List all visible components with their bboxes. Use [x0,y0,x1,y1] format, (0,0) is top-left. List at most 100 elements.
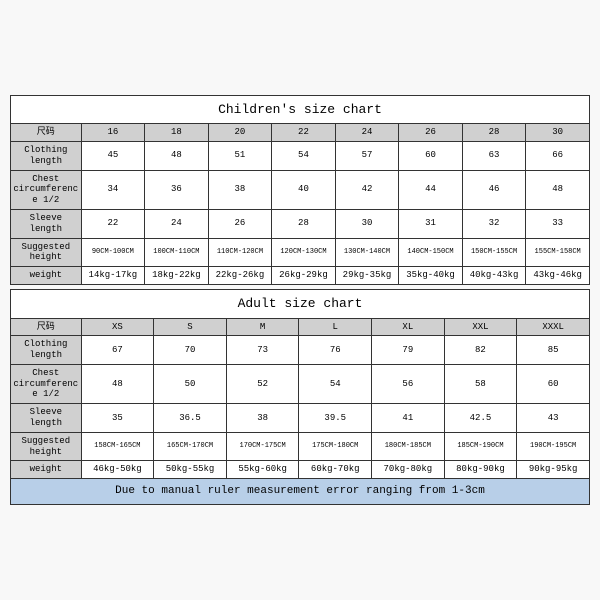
adult-cell: 38 [226,404,299,433]
adult-cell: 55kg-60kg [226,461,299,479]
children-cell: 155CM-158CM [526,238,590,267]
adult-header-7: XXXL [517,318,590,336]
adult-header-3: M [226,318,299,336]
adult-cell: 50 [154,364,227,403]
children-row: Suggested height90CM-100CM100CM-110CM110… [11,238,590,267]
adult-row: Suggested height158CM-165CM165CM-170CM17… [11,432,590,461]
adult-cell: 158CM-165CM [81,432,154,461]
adult-header-row: 尺码 XS S M L XL XXL XXXL [11,318,590,336]
adult-cell: 90kg-95kg [517,461,590,479]
children-cell: 63 [462,141,526,170]
children-cell: 48 [526,170,590,209]
adult-cell: 73 [226,336,299,365]
adult-size-chart: Adult size chart 尺码 XS S M L XL XXL XXXL… [10,289,590,506]
children-cell: 36 [145,170,209,209]
children-cell: 34 [81,170,145,209]
children-title: Children's size chart [11,95,590,124]
children-size-chart: Children's size chart 尺码 16 18 20 22 24 … [10,95,590,285]
children-cell: 110CM-120CM [208,238,272,267]
adult-header-1: XS [81,318,154,336]
adult-row-label: Sleeve length [11,404,82,433]
children-cell: 22kg-26kg [208,267,272,285]
children-row-label: weight [11,267,82,285]
children-cell: 54 [272,141,336,170]
children-cell: 46 [462,170,526,209]
children-cell: 130CM-140CM [335,238,399,267]
children-cell: 44 [399,170,463,209]
children-header-2: 18 [145,124,209,142]
note-row: Due to manual ruler measurement error ra… [11,479,590,505]
children-header-6: 26 [399,124,463,142]
children-cell: 38 [208,170,272,209]
adult-cell: 175CM-180CM [299,432,372,461]
children-header-4: 22 [272,124,336,142]
adult-row: Chest circumference 1/248505254565860 [11,364,590,403]
adult-cell: 79 [372,336,445,365]
adult-header-4: L [299,318,372,336]
adult-cell: 39.5 [299,404,372,433]
children-row-label: Suggested height [11,238,82,267]
children-title-row: Children's size chart [11,95,590,124]
children-cell: 22 [81,209,145,238]
adult-row-label: Chest circumference 1/2 [11,364,82,403]
children-row: Chest circumference 1/23436384042444648 [11,170,590,209]
children-cell: 90CM-100CM [81,238,145,267]
children-cell: 26kg-29kg [272,267,336,285]
adult-cell: 190CM-195CM [517,432,590,461]
children-header-5: 24 [335,124,399,142]
children-cell: 40 [272,170,336,209]
children-cell: 140CM-150CM [399,238,463,267]
adult-cell: 70 [154,336,227,365]
adult-header-5: XL [372,318,445,336]
adult-cell: 60kg-70kg [299,461,372,479]
adult-cell: 54 [299,364,372,403]
children-row-label: Clothing length [11,141,82,170]
adult-cell: 170CM-175CM [226,432,299,461]
adult-title: Adult size chart [11,289,590,318]
children-header-8: 30 [526,124,590,142]
children-cell: 18kg-22kg [145,267,209,285]
children-cell: 35kg-40kg [399,267,463,285]
adult-row-label: Suggested height [11,432,82,461]
adult-header-6: XXL [444,318,517,336]
children-header-0: 尺码 [11,124,82,142]
children-cell: 43kg-46kg [526,267,590,285]
adult-cell: 42.5 [444,404,517,433]
adult-row-label: Clothing length [11,336,82,365]
children-header-1: 16 [81,124,145,142]
measurement-note: Due to manual ruler measurement error ra… [11,479,590,505]
adult-row: weight46kg-50kg50kg-55kg55kg-60kg60kg-70… [11,461,590,479]
adult-cell: 85 [517,336,590,365]
children-cell: 42 [335,170,399,209]
children-cell: 48 [145,141,209,170]
children-row-label: Sleeve length [11,209,82,238]
children-cell: 60 [399,141,463,170]
children-header-3: 20 [208,124,272,142]
children-cell: 29kg-35kg [335,267,399,285]
adult-header-0: 尺码 [11,318,82,336]
children-cell: 45 [81,141,145,170]
children-cell: 40kg-43kg [462,267,526,285]
adult-cell: 46kg-50kg [81,461,154,479]
adult-cell: 56 [372,364,445,403]
children-cell: 28 [272,209,336,238]
children-row: Clothing length4548515457606366 [11,141,590,170]
children-cell: 31 [399,209,463,238]
adult-row: Sleeve length3536.53839.54142.543 [11,404,590,433]
adult-cell: 52 [226,364,299,403]
adult-cell: 60 [517,364,590,403]
adult-cell: 43 [517,404,590,433]
adult-cell: 41 [372,404,445,433]
children-cell: 57 [335,141,399,170]
adult-cell: 36.5 [154,404,227,433]
children-cell: 24 [145,209,209,238]
size-charts: Children's size chart 尺码 16 18 20 22 24 … [10,95,590,506]
adult-cell: 48 [81,364,154,403]
adult-cell: 80kg-90kg [444,461,517,479]
adult-cell: 82 [444,336,517,365]
children-cell: 33 [526,209,590,238]
children-cell: 51 [208,141,272,170]
adult-row-label: weight [11,461,82,479]
children-cell: 32 [462,209,526,238]
adult-cell: 50kg-55kg [154,461,227,479]
